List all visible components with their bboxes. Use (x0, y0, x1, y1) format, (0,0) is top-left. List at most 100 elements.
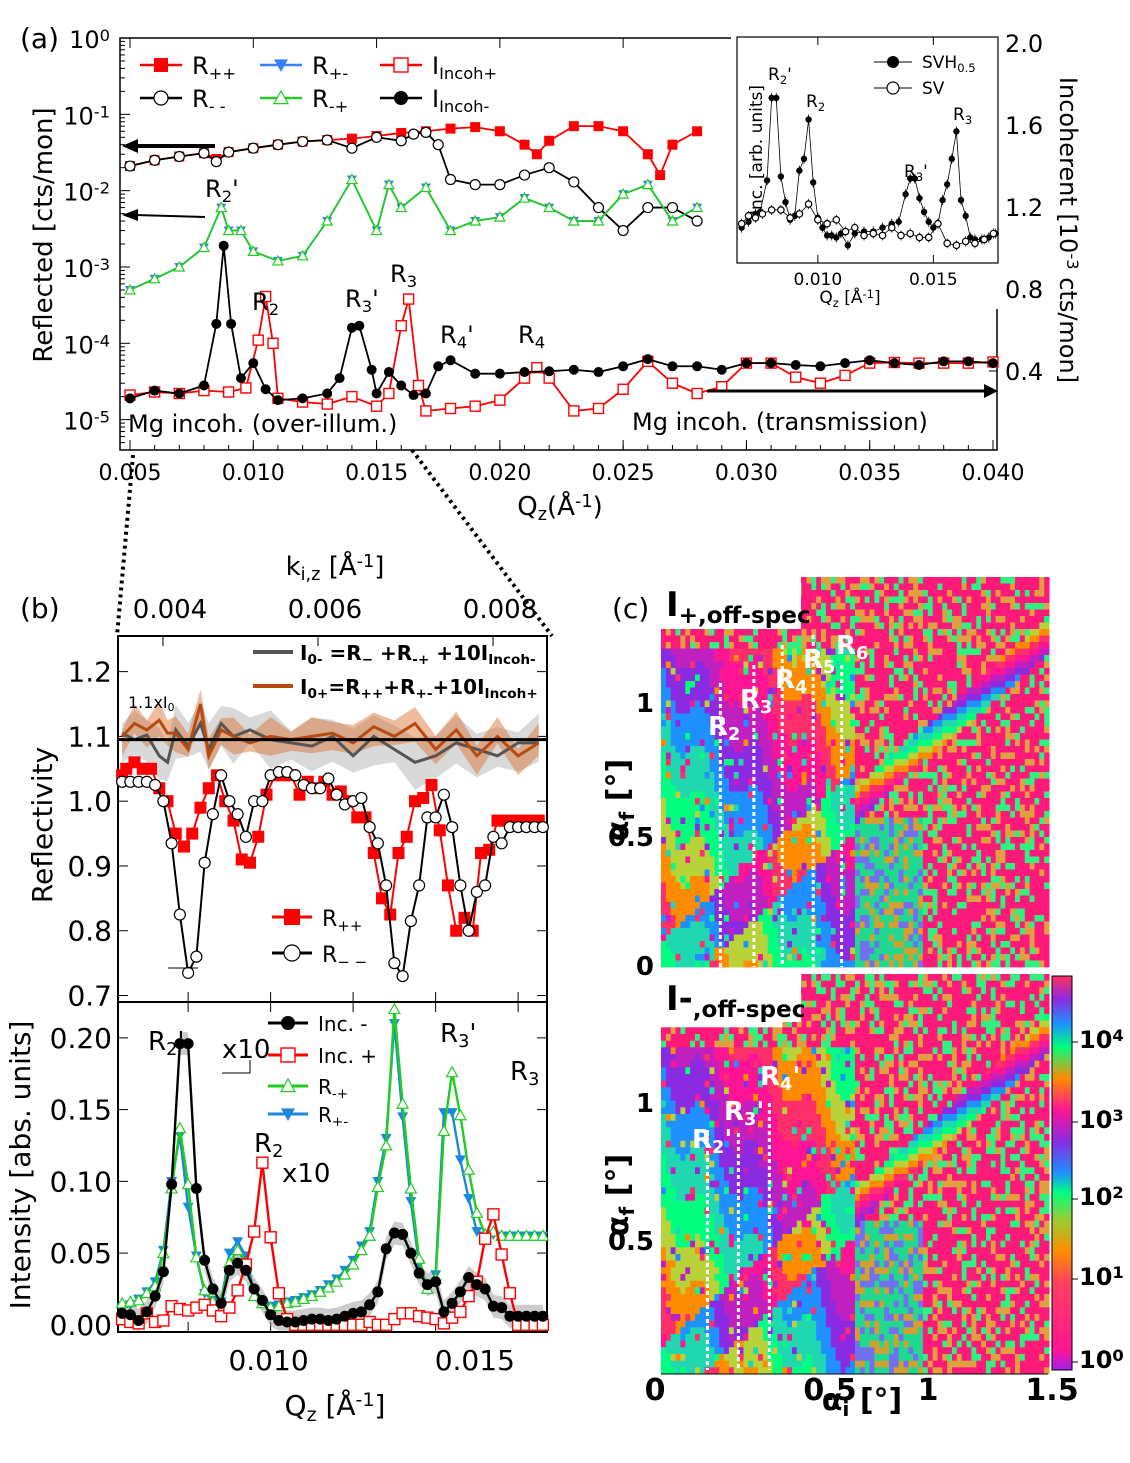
heatmap-cell (767, 856, 773, 864)
heatmap-cell (903, 707, 909, 714)
heatmap-cell (908, 642, 914, 649)
heatmap-cell (986, 804, 992, 812)
heatmap-cell (1039, 635, 1045, 643)
heatmap-cell (704, 843, 710, 851)
heatmap-cell (918, 752, 924, 760)
heatmap-cell (767, 863, 773, 870)
heatmap-cell (796, 869, 803, 877)
heatmap-cell (1005, 895, 1011, 903)
heatmap-cell (825, 752, 832, 760)
heatmap-cell (956, 785, 963, 792)
heatmap-cell (1019, 726, 1026, 734)
heatmap-cell (918, 765, 924, 773)
heatmap-cell (898, 882, 904, 890)
inset-data-point-SVH0.5 (782, 198, 789, 206)
data-point-Inc. + (247, 1225, 261, 1238)
heatmap-cell (1019, 583, 1026, 591)
heatmap-cell (821, 798, 827, 805)
heatmap-cell (1039, 720, 1045, 727)
heatmap-cell (850, 876, 856, 883)
peak-annotation: R3' (440, 1019, 476, 1052)
heatmap-cell (879, 733, 885, 740)
heatmap-cell (908, 908, 914, 916)
heatmap-cell (918, 798, 924, 805)
heatmap-cell (821, 694, 827, 701)
data-point-IIncoh+ (252, 334, 264, 346)
heatmap-cell (879, 811, 885, 818)
heatmap-cell (971, 629, 977, 636)
heatmap-cell (942, 616, 948, 623)
heatmap-cell (981, 791, 987, 799)
heatmap-cell (792, 908, 798, 916)
heatmap-cell (903, 609, 909, 617)
heatmap-cell (1000, 908, 1006, 916)
inset-data-point-SVH0.5 (833, 234, 840, 241)
heatmap-cell (796, 830, 803, 838)
data-point-R-+ (470, 1206, 484, 1218)
heatmap-cell (1000, 791, 1006, 799)
heatmap-cell (1024, 778, 1031, 786)
heatmap-cell (792, 791, 798, 799)
heatmap-cell (976, 915, 982, 922)
heatmap-cell (661, 739, 667, 747)
heatmap-cell (728, 863, 735, 870)
heatmap-cell (801, 824, 807, 831)
heatmap-cell (1034, 596, 1040, 604)
heatmap-cell (1029, 908, 1035, 916)
heatmap-cell (1000, 629, 1006, 636)
heatmap-cell (874, 882, 880, 890)
heatmap-cell (709, 752, 715, 760)
heatmap-cell (956, 648, 963, 656)
heatmap-cell (879, 876, 885, 883)
heatmap-cell (680, 739, 686, 747)
heatmap-cell (845, 863, 851, 870)
heatmap-cell (675, 837, 681, 844)
heatmap-cell (932, 798, 938, 805)
heatmap-cell (1000, 856, 1006, 864)
heatmap-cell (971, 713, 977, 721)
heatmap-cell (1034, 655, 1040, 662)
heatmap-cell (845, 609, 851, 617)
heatmap-cell (908, 856, 914, 864)
heatmap-cell (1039, 629, 1045, 636)
heatmap-cell (942, 811, 948, 818)
heatmap-cell (942, 869, 948, 877)
heatmap-cell (850, 902, 856, 909)
heatmap-cell (767, 648, 773, 656)
heatmap-cell (733, 889, 740, 896)
heatmap-cell (1039, 609, 1045, 617)
heatmap-cell (884, 590, 890, 597)
heatmap-cell (884, 856, 890, 864)
heatmap-cell (728, 772, 735, 779)
heatmap-cell (1029, 765, 1035, 773)
heatmap-cell (830, 622, 837, 630)
data-point-Inc. + (264, 1231, 277, 1244)
heatmap-cell (1024, 889, 1031, 896)
heatmap-cell (1034, 648, 1040, 656)
heatmap-cell (1029, 876, 1035, 883)
heatmap-cell (889, 700, 895, 708)
heatmap-cell (850, 739, 856, 747)
heatmap-cell (864, 694, 870, 701)
data-point-R++ (568, 121, 579, 132)
heatmap-cell (840, 583, 846, 591)
heatmap-cell (884, 603, 890, 610)
heatmap-cell (879, 882, 885, 890)
heatmap-cell (792, 863, 798, 870)
heatmap-cell (1029, 843, 1035, 851)
heatmap-cell (661, 902, 667, 909)
heatmap-cell (879, 759, 885, 766)
data-point-R-- (495, 837, 508, 850)
heatmap-cell (966, 622, 972, 630)
heatmap-cell (675, 856, 681, 864)
heatmap-cell (680, 785, 686, 792)
data-point-IIncoh- (445, 355, 456, 366)
heatmap-cell (801, 830, 807, 838)
heatmap-cell (990, 668, 997, 675)
heatmap-cell (1010, 882, 1016, 890)
heatmap-cell (825, 687, 832, 695)
heatmap-cell (942, 609, 948, 617)
heatmap-cell (869, 668, 875, 675)
heatmap-cell (762, 908, 769, 916)
heatmap-cell (879, 746, 885, 753)
